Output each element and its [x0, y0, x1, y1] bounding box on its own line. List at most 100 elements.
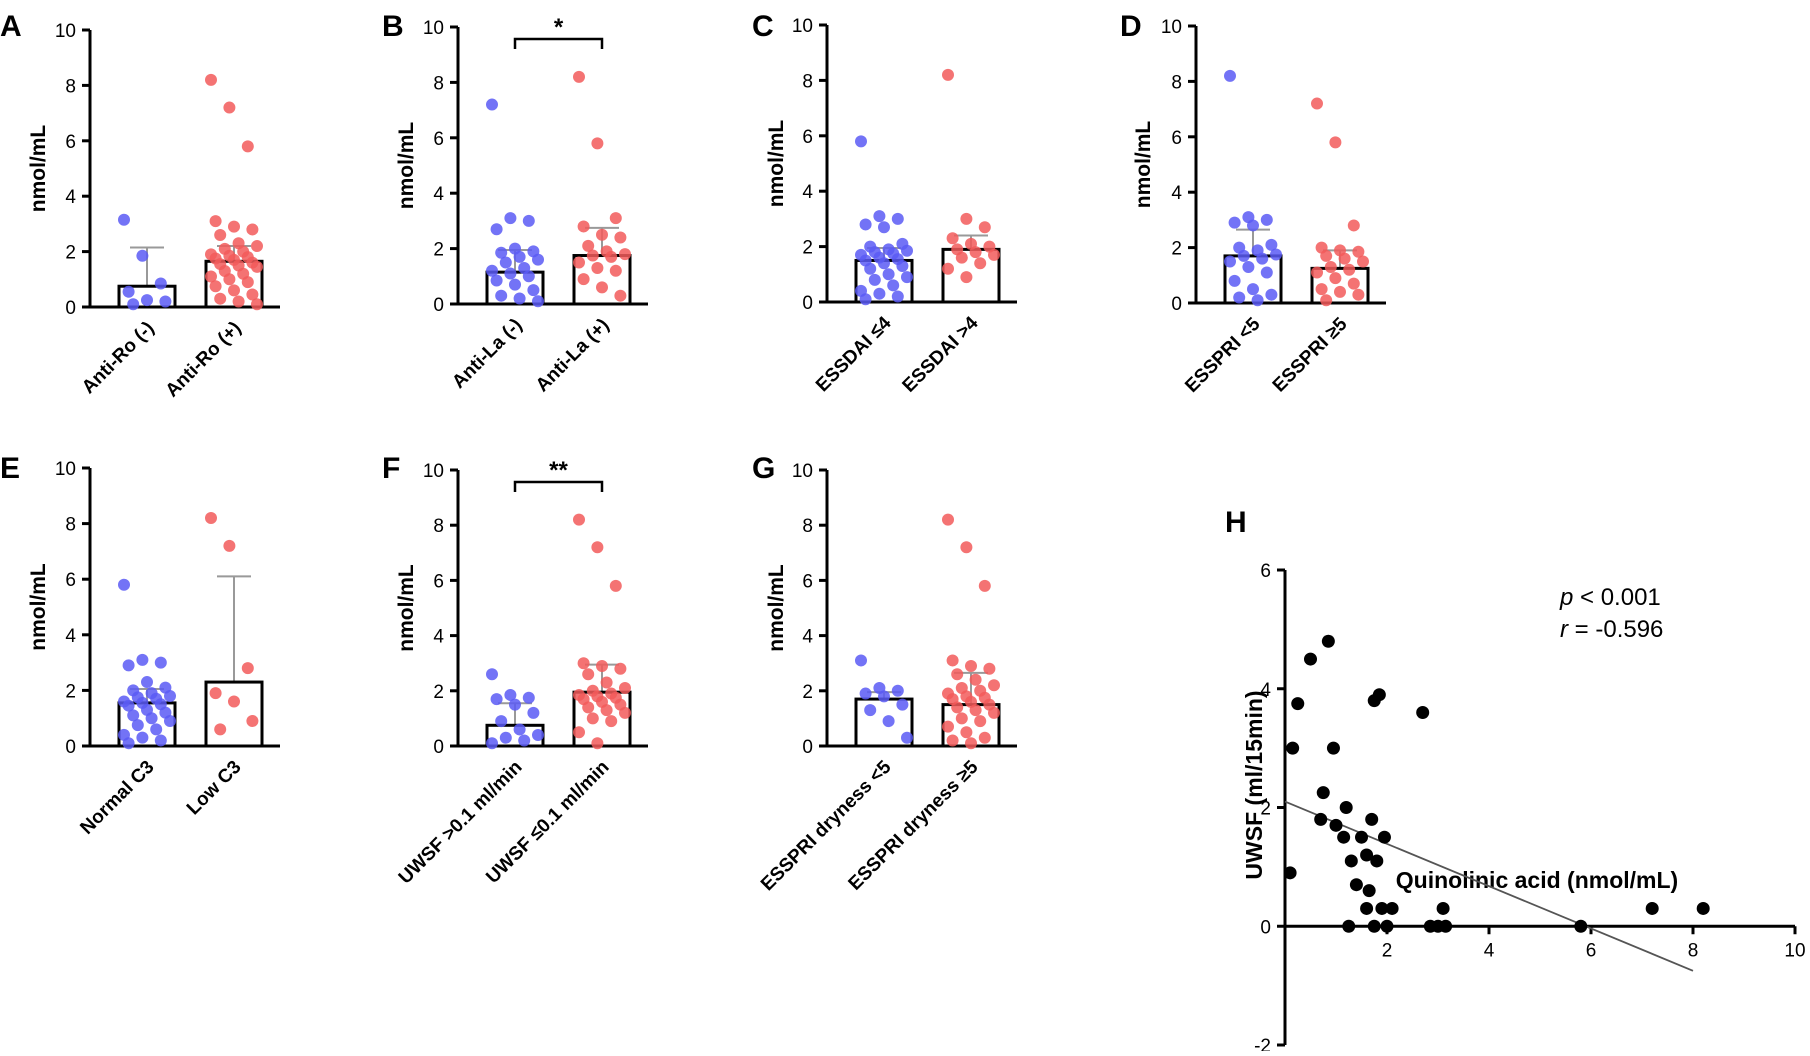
data-point [577, 273, 590, 286]
data-point [251, 298, 263, 311]
data-point [122, 659, 135, 672]
data-point [1283, 866, 1297, 880]
data-point [573, 70, 585, 83]
y-tick-label: 2 [433, 682, 444, 703]
category-label: Normal C3 [76, 757, 158, 839]
category-label: Anti-La (-) [448, 315, 526, 393]
p-value: < 0.001 [1573, 584, 1660, 611]
data-point [1242, 260, 1255, 273]
data-point [614, 662, 627, 675]
data-point [988, 706, 1000, 719]
data-point [1370, 854, 1384, 868]
p-label: p [1559, 584, 1573, 611]
data-point [1320, 294, 1333, 307]
data-point [1251, 294, 1264, 307]
y-tick-label: 2 [433, 240, 444, 261]
y-tick-label: 8 [65, 76, 76, 97]
data-point [1320, 249, 1333, 262]
data-point [1324, 260, 1337, 273]
data-point [942, 513, 954, 526]
data-point [223, 539, 236, 552]
data-point [614, 231, 627, 244]
data-point [619, 706, 631, 719]
data-point [609, 264, 622, 277]
data-point [136, 653, 149, 666]
data-point [942, 262, 954, 275]
data-point [1357, 255, 1369, 268]
data-point [164, 689, 176, 702]
panel-letter: A [0, 10, 22, 43]
data-point [1380, 919, 1394, 933]
data-point [600, 704, 613, 717]
data-point [490, 693, 503, 706]
y-tick-label: 10 [792, 16, 813, 37]
panel-c: C 0 2 4 6 8 10 nmol/mL ESSDAI ≤4 ESSDAI >4 [752, 10, 1017, 397]
data-point [246, 714, 259, 727]
data-point [486, 264, 498, 277]
data-point [609, 212, 622, 225]
data-point [1314, 812, 1328, 826]
data-point [490, 223, 503, 236]
data-point [122, 699, 135, 712]
data-point [504, 688, 517, 701]
category-label: Anti-Ro (+) [162, 318, 246, 402]
y-axis-label: nmol/mL [27, 563, 50, 651]
y-tick-label: 0 [802, 293, 813, 314]
data-point [859, 293, 872, 306]
y-tick-label: 4 [433, 627, 444, 648]
data-point [127, 709, 140, 722]
data-point [251, 260, 263, 273]
data-point [228, 284, 240, 297]
data-point [873, 210, 886, 223]
data-point [1291, 697, 1305, 711]
category-label: Anti-La (+) [532, 315, 614, 397]
data-point [573, 513, 585, 526]
y-tick-label: 4 [433, 184, 444, 205]
data-point [1355, 830, 1368, 844]
x-tick-label: 6 [1586, 940, 1597, 961]
data-point [978, 221, 991, 234]
data-point [1228, 274, 1241, 287]
panel-letter: C [752, 10, 774, 43]
data-point [891, 212, 904, 225]
y-tick-label: 8 [433, 73, 444, 94]
data-point [246, 288, 259, 301]
data-point [518, 734, 531, 747]
y-axis-label: nmol/mL [395, 122, 418, 210]
y-tick-label: 8 [1171, 72, 1182, 93]
data-point [596, 659, 608, 672]
data-point [159, 295, 172, 308]
data-point [1233, 291, 1246, 304]
y-tick-label: 4 [1260, 680, 1271, 701]
y-tick-label: 10 [792, 461, 813, 482]
data-point [974, 715, 987, 728]
y-tick-label: 2 [65, 681, 76, 702]
category-label: ESSDAI >4 [899, 312, 983, 396]
data-point [241, 276, 254, 289]
data-point [614, 289, 627, 302]
y-tick-label: 6 [1260, 561, 1271, 582]
y-tick-label: 6 [433, 129, 444, 150]
panel-e: E 0 2 4 6 8 10 nmol/mL Normal C3 Low C3 [0, 452, 280, 839]
data-point [946, 734, 959, 747]
panel-letter: E [0, 452, 20, 485]
data-point [974, 257, 987, 270]
data-point [586, 712, 599, 725]
data-point [619, 248, 631, 261]
data-point [1316, 786, 1330, 800]
y-tick-label: 6 [433, 571, 444, 592]
y-tick-label: 10 [55, 459, 76, 480]
data-point [960, 726, 973, 739]
panel-letter: F [382, 452, 400, 485]
data-point [896, 698, 909, 711]
y-tick-label: 10 [1161, 17, 1182, 38]
panel-letter: B [382, 10, 404, 43]
data-point [859, 687, 872, 700]
r-value-annotation: r = -0.596 [1560, 616, 1663, 643]
data-point [864, 704, 877, 717]
data-point [600, 676, 613, 689]
data-point [887, 279, 900, 292]
data-point [955, 712, 968, 725]
